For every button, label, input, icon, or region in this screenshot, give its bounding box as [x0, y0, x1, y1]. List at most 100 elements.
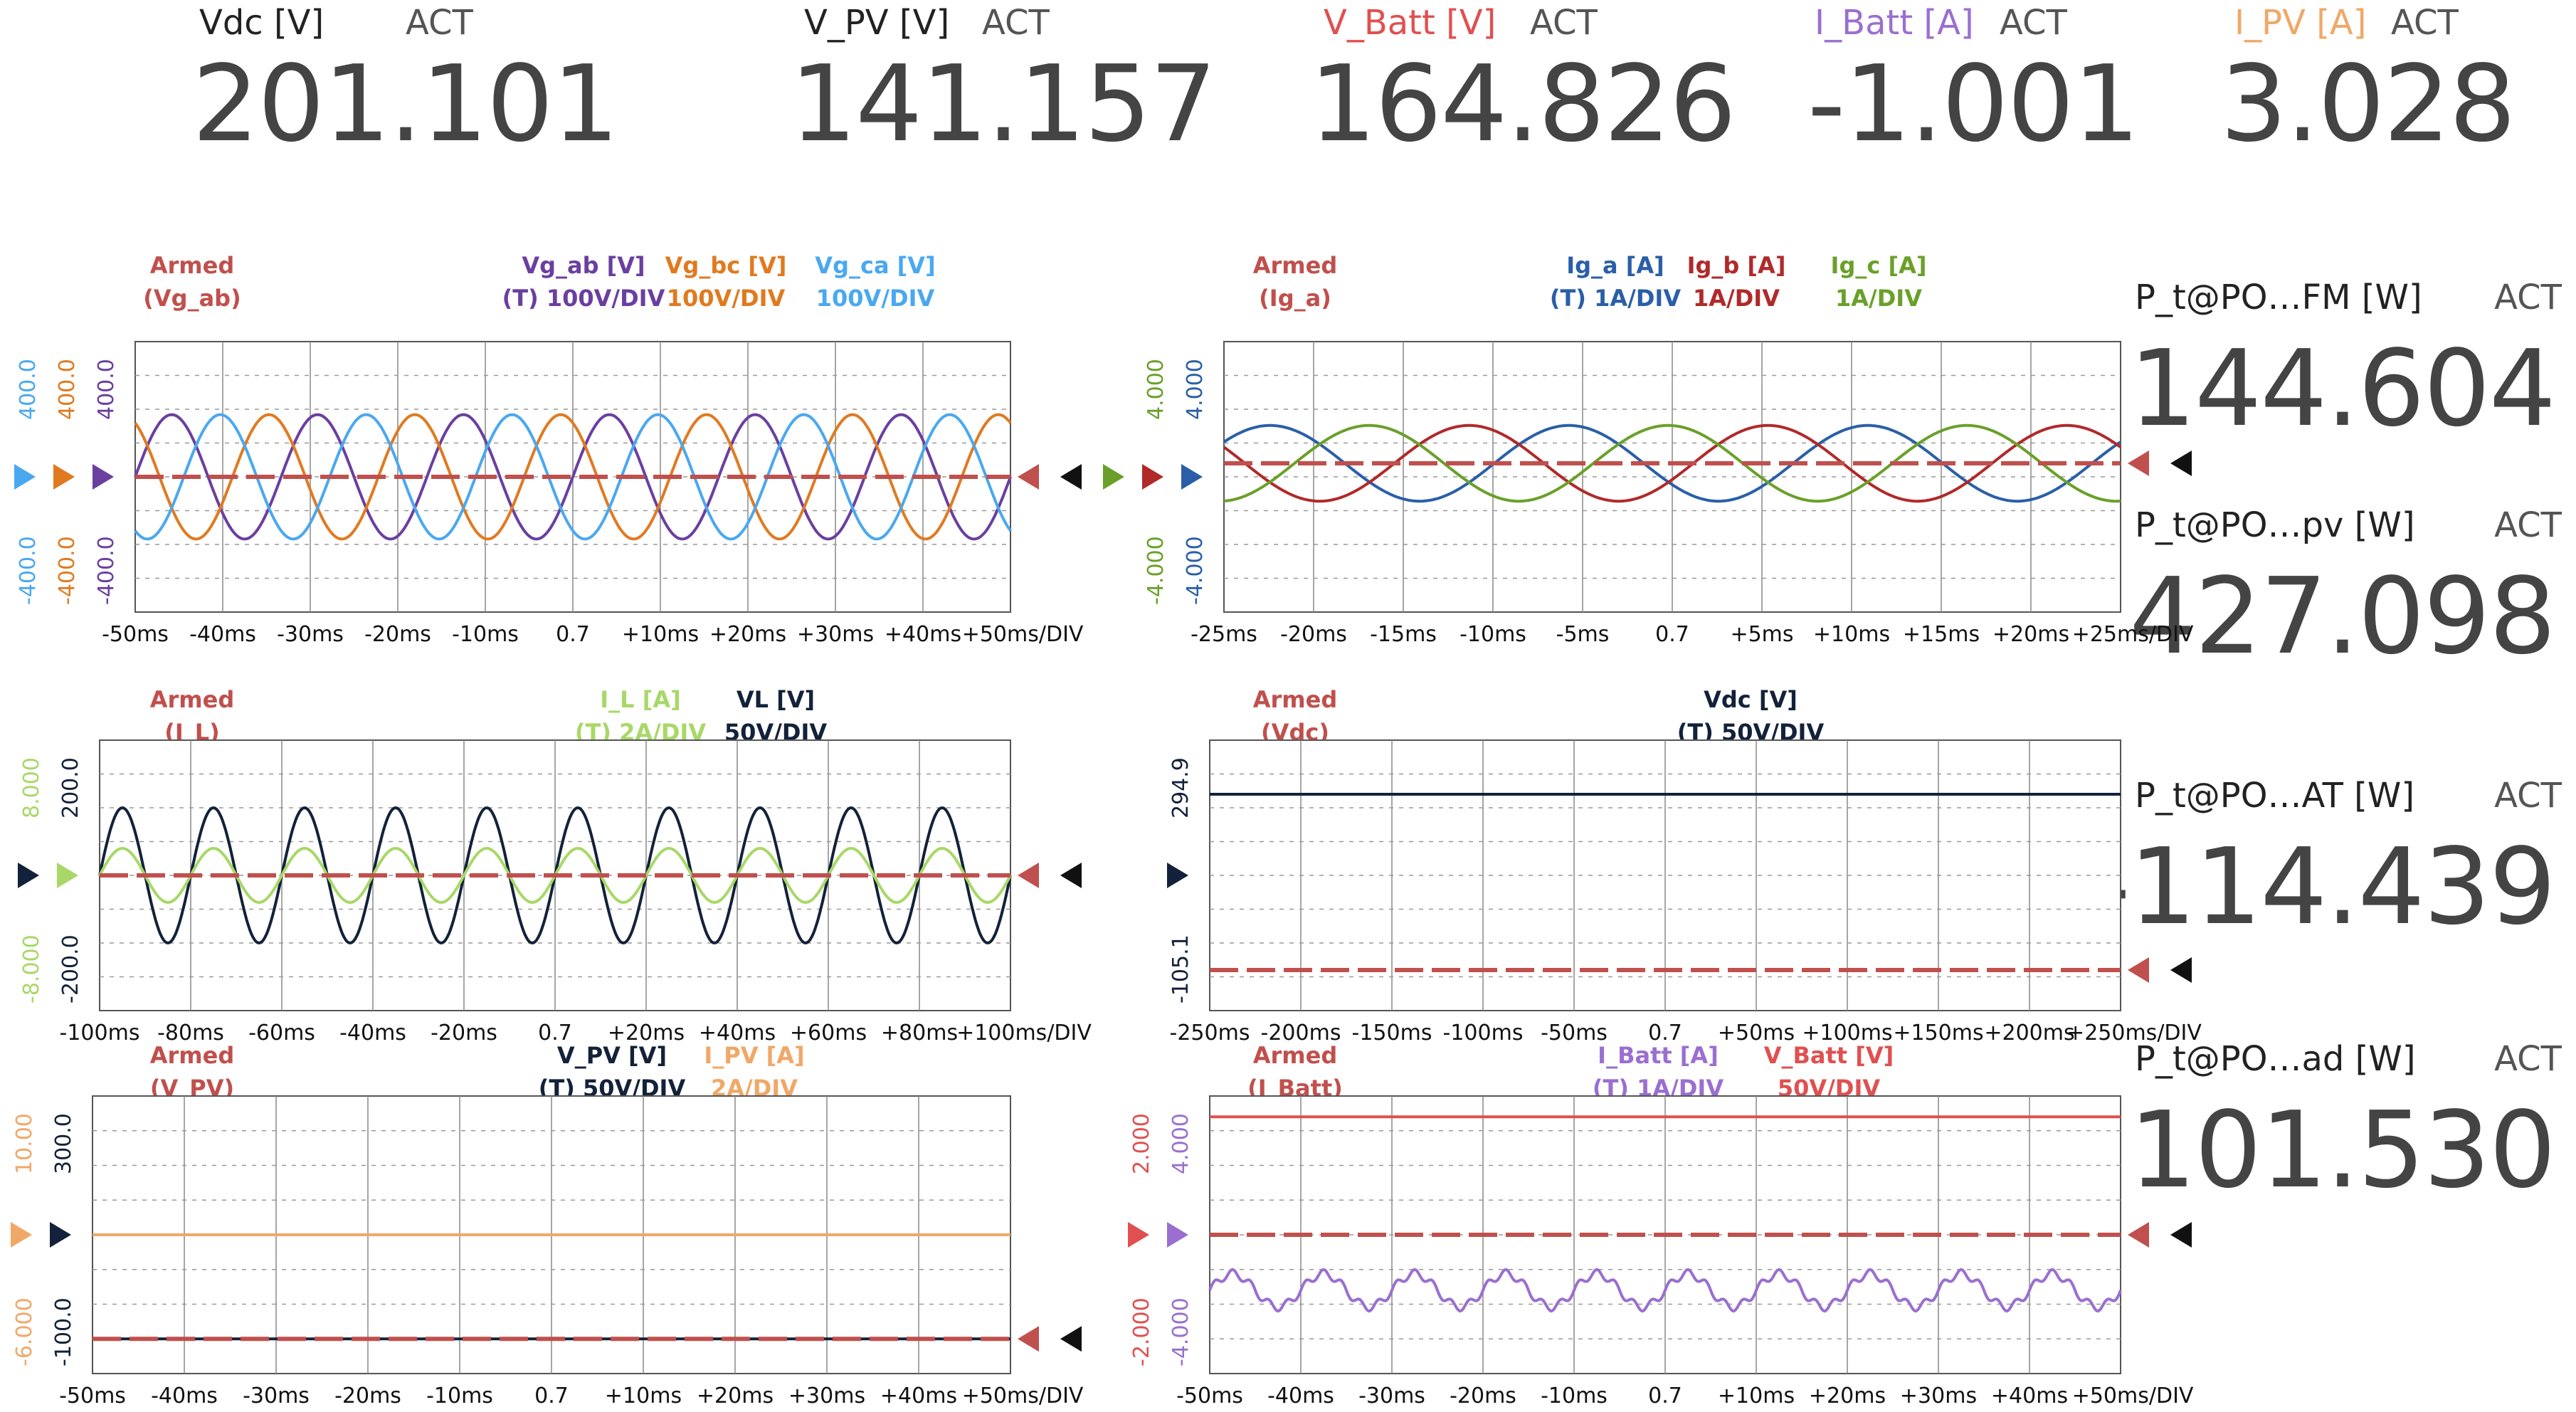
x-tick-label: +10ms [604, 1384, 682, 1408]
x-tick-label: 0.7 [534, 1384, 569, 1408]
armed-source: (Vg_ab) [143, 285, 241, 312]
meter-value: 164.826 [1309, 43, 1736, 165]
scope-panel-5[interactable]: Armed (I_Batt) I_Batt [A] (T) 1A/DIV V_Batt … [1110, 968, 2206, 1408]
top-meter-1: V_PV [V] ACT 141.157 [790, 0, 1274, 185]
power-meter-1: P_t@PO…pv [W] ACT 427.098 [2128, 505, 2569, 740]
scope-display[interactable] [0, 249, 1096, 648]
scope-display[interactable] [1110, 612, 2206, 1011]
meter-value: 144.604 [2128, 327, 2556, 450]
power-meter-3: P_t@PO…ad [W] ACT 101.530 [2128, 1039, 2569, 1274]
channel-header[interactable]: Vg_ca [V] 100V/DIV [769, 249, 982, 315]
meter-label: Vdc [V] [199, 3, 324, 43]
x-tick-label: -30ms [243, 1384, 310, 1408]
x-axis-ticks: -50ms -40ms -30ms -20ms -10ms 0.7 +10ms +20ms +3… [1176, 1384, 2193, 1412]
x-tick-label: -150ms [1351, 1021, 1432, 1045]
x-tick-label: +20ms [607, 1021, 685, 1045]
x-tick-label: -50ms [1176, 1384, 1243, 1408]
x-tick-label: +50ms/DIV [2071, 1384, 2194, 1408]
x-tick-label: +30ms [788, 1384, 866, 1408]
scope-panel-0[interactable]: Armed (Vg_ab) Vg_ab [V] (T) 100V/DIV Vg_bc [… [0, 249, 1096, 647]
scope-panel-2[interactable]: Armed (I_L) I_L [A] (T) 2A/DIV VL [V] 50V/DIV… [0, 612, 1096, 1045]
x-tick-label: +40ms [698, 1021, 776, 1045]
y-axis-bottom-label: -400.0 [94, 536, 119, 605]
scope-panel-4[interactable]: Armed (V_PV) V_PV [V] (T) 50V/DIV I_PV [A] 2A… [0, 968, 1096, 1408]
channel-name: Vg_ab [V] [522, 252, 645, 279]
x-tick-label: 0.7 [1648, 1384, 1682, 1408]
x-tick-label: -20ms [334, 1384, 401, 1408]
x-tick-label: +10ms [1812, 622, 1891, 647]
y-axis-top-label: 4.000 [1168, 1113, 1193, 1174]
channel-header[interactable]: Vg_bc [V] 100V/DIV [619, 249, 833, 315]
y-axis-top-label: 2.000 [1129, 1113, 1154, 1174]
channel-name: Ig_a [A] [1566, 252, 1664, 279]
x-axis-ticks: -250ms -200ms -150ms -100ms -50ms 0.7 +50ms +10… [1170, 1021, 2202, 1049]
x-tick-label: -50ms [59, 1384, 126, 1408]
x-tick-label: -20ms [1280, 622, 1347, 647]
x-tick-label: -10ms [452, 622, 519, 647]
scope-display[interactable] [1103, 249, 2206, 648]
x-tick-label: +40ms [1990, 1384, 2069, 1408]
scope-panel-1[interactable]: Armed (Ig_a) Ig_a [A] (T) 1A/DIV Ig_b [A] 1A/… [1103, 249, 2206, 647]
channel-header[interactable]: Vg_ab [V] (T) 100V/DIV [477, 249, 690, 315]
channel-header[interactable]: Ig_a [A] (T) 1A/DIV [1509, 249, 1722, 315]
x-tick-label: +20ms [709, 622, 787, 647]
x-tick-label: +100ms [1802, 1021, 1893, 1045]
trigger-level-marker [2128, 451, 2149, 476]
x-tick-label: +250ms/DIV [2066, 1021, 2202, 1045]
trigger-position-marker [2170, 957, 2192, 983]
channel-marker-1 [1142, 464, 1163, 490]
x-tick-label: +25ms/DIV [2071, 622, 2194, 647]
meter-value: 101.530 [2128, 1089, 2556, 1211]
trigger-position-marker [1060, 863, 1082, 888]
x-tick-label: -25ms [1191, 622, 1257, 647]
trigger-level-marker [2128, 1222, 2149, 1248]
meter-act-tag: ACT [2494, 505, 2562, 545]
x-tick-label: 0.7 [1655, 622, 1689, 647]
channel-header[interactable]: Ig_c [A] 1A/DIV [1772, 249, 1985, 315]
x-tick-label: +40ms [880, 1384, 958, 1408]
channel-marker-0 [1181, 464, 1203, 490]
x-tick-label: -200ms [1260, 1021, 1341, 1045]
channel-name: V_PV [V] [556, 1042, 667, 1069]
top-meter-0: Vdc [V] ACT 201.101 [192, 0, 669, 185]
x-tick-label: -60ms [248, 1021, 315, 1045]
scope-panel-3[interactable]: Armed (Vdc) Vdc [V] (T) 50V/DIV 294.9 -105.1-… [1110, 612, 2206, 1045]
channel-scale: (T) 100V/DIV [502, 285, 665, 312]
scope-display[interactable] [0, 612, 1096, 1011]
channel-header[interactable]: Ig_b [A] 1A/DIV [1630, 249, 1843, 315]
top-meter-3: I_Batt [A] ACT -1.001 [1807, 0, 2284, 185]
x-tick-label: -20ms [364, 622, 431, 647]
x-tick-label: +10ms [1717, 1384, 1795, 1408]
top-meter-2: V_Batt [V] ACT 164.826 [1309, 0, 1793, 185]
x-tick-label: -30ms [1358, 1384, 1425, 1408]
meter-act-tag: ACT [982, 3, 1050, 43]
x-tick-label: -40ms [189, 622, 256, 647]
armed-label: Armed [149, 686, 235, 713]
meter-value: 141.157 [790, 43, 1217, 165]
x-tick-label: -40ms [1267, 1384, 1334, 1408]
x-tick-label: +15ms [1902, 622, 1980, 647]
meter-value: -114.439 [2092, 826, 2556, 948]
channel-scale: 100V/DIV [815, 285, 935, 312]
scope-display[interactable] [0, 968, 1096, 1374]
meter-label: V_Batt [V] [1324, 3, 1496, 43]
trigger-level-marker [1018, 1326, 1039, 1352]
scope-display[interactable] [1110, 968, 2206, 1374]
x-tick-label: -20ms [431, 1021, 497, 1045]
meter-act-tag: ACT [2000, 3, 2067, 43]
x-tick-label: +50ms/DIV [961, 622, 1084, 647]
y-axis-top-label: 4.000 [1183, 359, 1208, 420]
channel-name: Vg_bc [V] [665, 252, 787, 279]
armed-label: Armed [1252, 1042, 1338, 1069]
meter-act-tag: ACT [406, 3, 473, 43]
channel-name: I_Batt [A] [1598, 1042, 1719, 1069]
y-axis-top-label: 400.0 [55, 359, 80, 420]
x-tick-label: -250ms [1169, 1021, 1250, 1045]
x-tick-label: -100ms [1442, 1021, 1524, 1045]
x-tick-label: -100ms [59, 1021, 140, 1045]
x-tick-label: 0.7 [556, 622, 590, 647]
x-tick-label: 0.7 [538, 1021, 572, 1045]
meter-value: 201.101 [192, 43, 619, 165]
x-axis-ticks: -100ms -80ms -60ms -40ms -20ms 0.7 +20ms +40ms +… [60, 1021, 1092, 1049]
trigger-status: Armed (Vg_ab) [128, 249, 256, 315]
